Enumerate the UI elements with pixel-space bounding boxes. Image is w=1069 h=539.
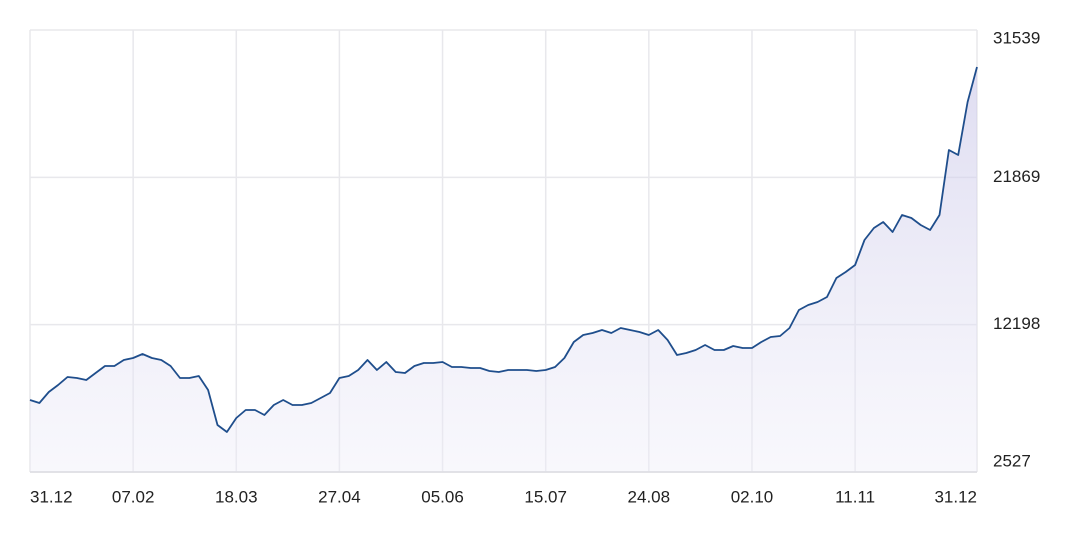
y-tick-label: 2527 bbox=[993, 451, 1031, 470]
x-tick-label: 31.12 bbox=[30, 487, 73, 506]
x-tick-label: 05.06 bbox=[421, 487, 464, 506]
line bbox=[29, 66, 978, 433]
y-tick-label: 31539 bbox=[993, 28, 1040, 47]
x-tick-label: 24.08 bbox=[628, 487, 671, 506]
x-tick-label: 02.10 bbox=[731, 487, 774, 506]
area bbox=[30, 67, 977, 472]
y-tick-label: 12198 bbox=[993, 314, 1040, 333]
x-tick-label: 11.11 bbox=[835, 487, 875, 506]
y-tick-label: 21869 bbox=[993, 167, 1040, 186]
x-tick-label: 31.12 bbox=[934, 487, 977, 506]
x-tick-label: 07.02 bbox=[112, 487, 155, 506]
x-tick-label: 18.03 bbox=[215, 487, 258, 506]
x-tick-label: 15.07 bbox=[524, 487, 567, 506]
x-tick-label: 27.04 bbox=[318, 487, 361, 506]
